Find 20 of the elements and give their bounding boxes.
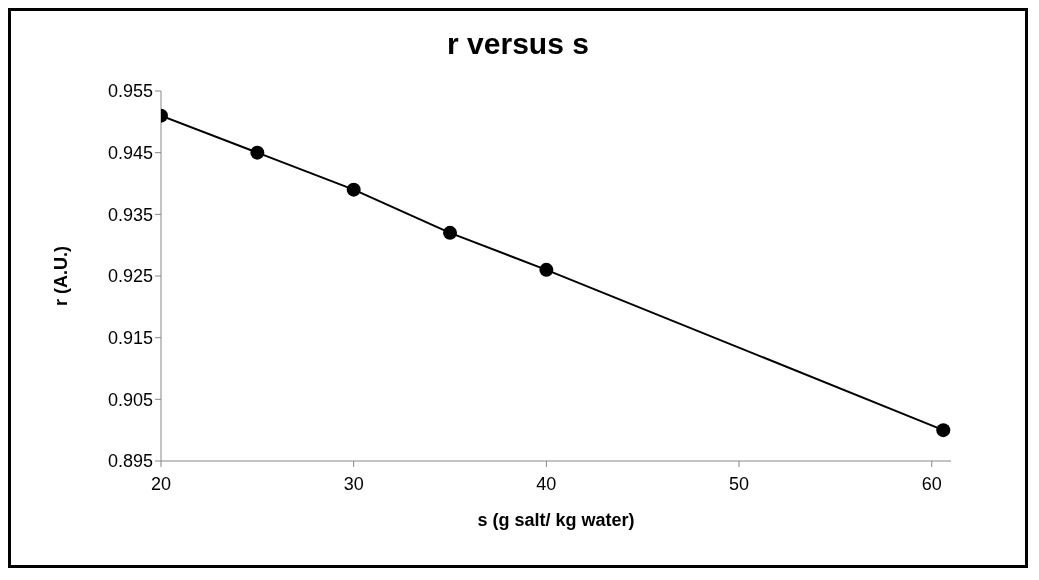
point: [936, 423, 951, 438]
x-tick-label: 40: [536, 473, 557, 494]
y-tick-label: 0.915: [107, 328, 153, 349]
point: [539, 262, 554, 277]
y-axis-title: r (A.U.): [51, 246, 72, 306]
point: [443, 225, 458, 240]
y-tick-label: 0.895: [107, 451, 153, 472]
x-tick-label: 30: [343, 473, 364, 494]
x-axis-title: s (g salt/ kg water): [477, 510, 635, 530]
point: [250, 145, 265, 160]
x-tick-label: 20: [150, 473, 172, 494]
y-tick-label: 0.905: [107, 389, 153, 410]
point: [346, 182, 361, 197]
x-tick-label: 50: [729, 473, 750, 494]
x-tick-label: 60: [921, 473, 942, 494]
chart-title: r versus s: [446, 27, 590, 61]
y-tick-label: 0.945: [107, 143, 153, 164]
y-tick-label: 0.955: [107, 81, 153, 102]
y-tick-label: 0.925: [107, 266, 153, 287]
y-tick-label: 0.935: [107, 204, 153, 225]
